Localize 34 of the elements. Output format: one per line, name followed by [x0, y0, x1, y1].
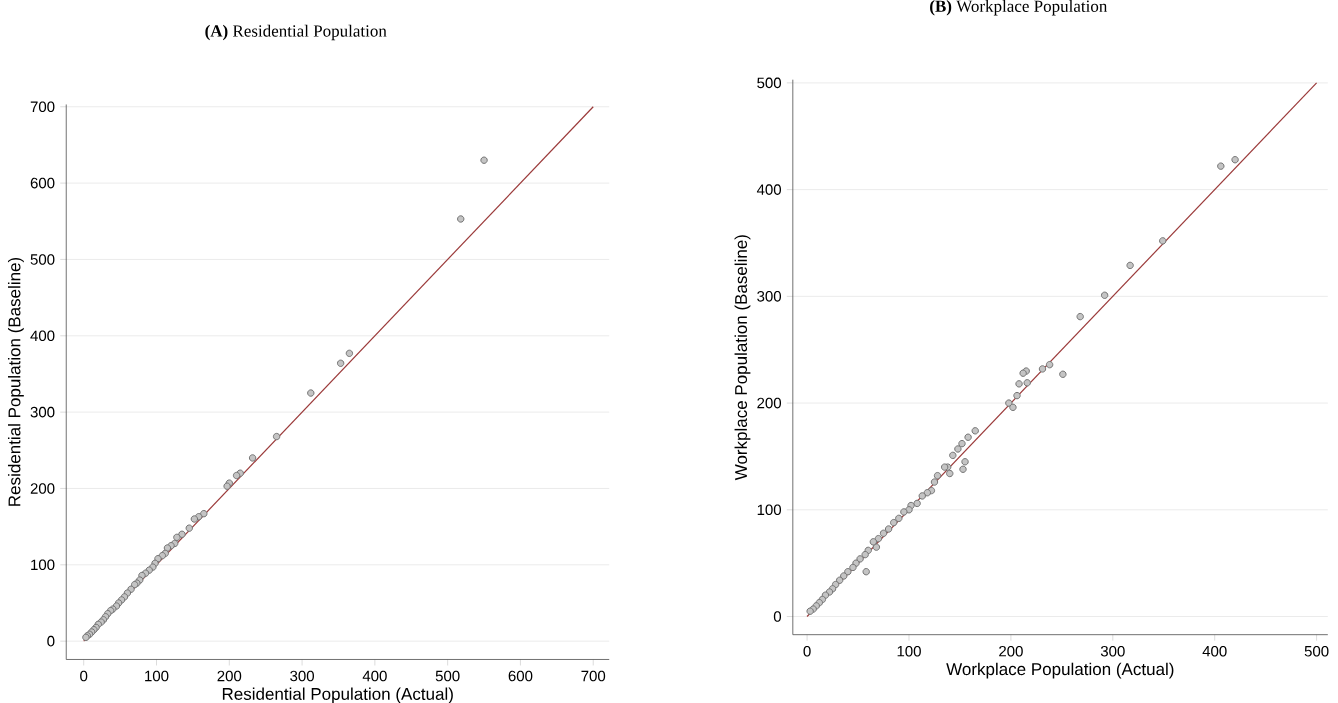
y-tick-label: 700: [30, 101, 55, 113]
y-tick-label: 500: [30, 254, 55, 265]
x-tick-label: 300: [290, 670, 314, 682]
y-tick-label: 0: [773, 611, 782, 622]
x-axis-title: Residential Population (Actual): [222, 687, 453, 703]
x-tick-label: 200: [999, 645, 1023, 657]
x-tick-label: 0: [80, 670, 88, 682]
y-tick-label: 300: [30, 406, 55, 418]
y-tick-label: 100: [31, 559, 55, 571]
x-tick-label: 400: [1202, 645, 1227, 657]
x-axis-title: Workplace Population (Actual): [946, 662, 1174, 679]
x-tick-label: 500: [435, 670, 460, 682]
x-tick-label: 300: [1100, 645, 1125, 657]
x-tick-label: 100: [897, 645, 921, 657]
chart-title: (A) Residential Population: [205, 24, 387, 41]
x-tick-label: 100: [145, 670, 169, 682]
y-tick-label: 200: [30, 483, 55, 494]
y-axis-title: Workplace Population (Baseline): [734, 235, 751, 481]
y-tick-label: 600: [30, 177, 55, 189]
x-tick-label: 700: [581, 670, 606, 682]
chart-title: (B) Workplace Population: [930, 0, 1108, 16]
x-tick-label: 400: [362, 670, 387, 682]
x-tick-label: 200: [217, 670, 242, 682]
y-tick-label: 500: [757, 77, 782, 89]
y-axis-title: Residential Population (Baseline): [7, 257, 24, 506]
y-tick-label: 0: [47, 635, 55, 647]
y-tick-label: 400: [30, 330, 55, 342]
y-tick-label: 300: [757, 291, 782, 302]
x-tick-label: 500: [1304, 645, 1329, 657]
y-tick-label: 100: [757, 504, 782, 516]
x-tick-label: 600: [508, 670, 533, 682]
y-tick-label: 400: [756, 184, 782, 195]
y-tick-label: 200: [757, 397, 782, 409]
x-tick-label: 0: [803, 645, 811, 657]
